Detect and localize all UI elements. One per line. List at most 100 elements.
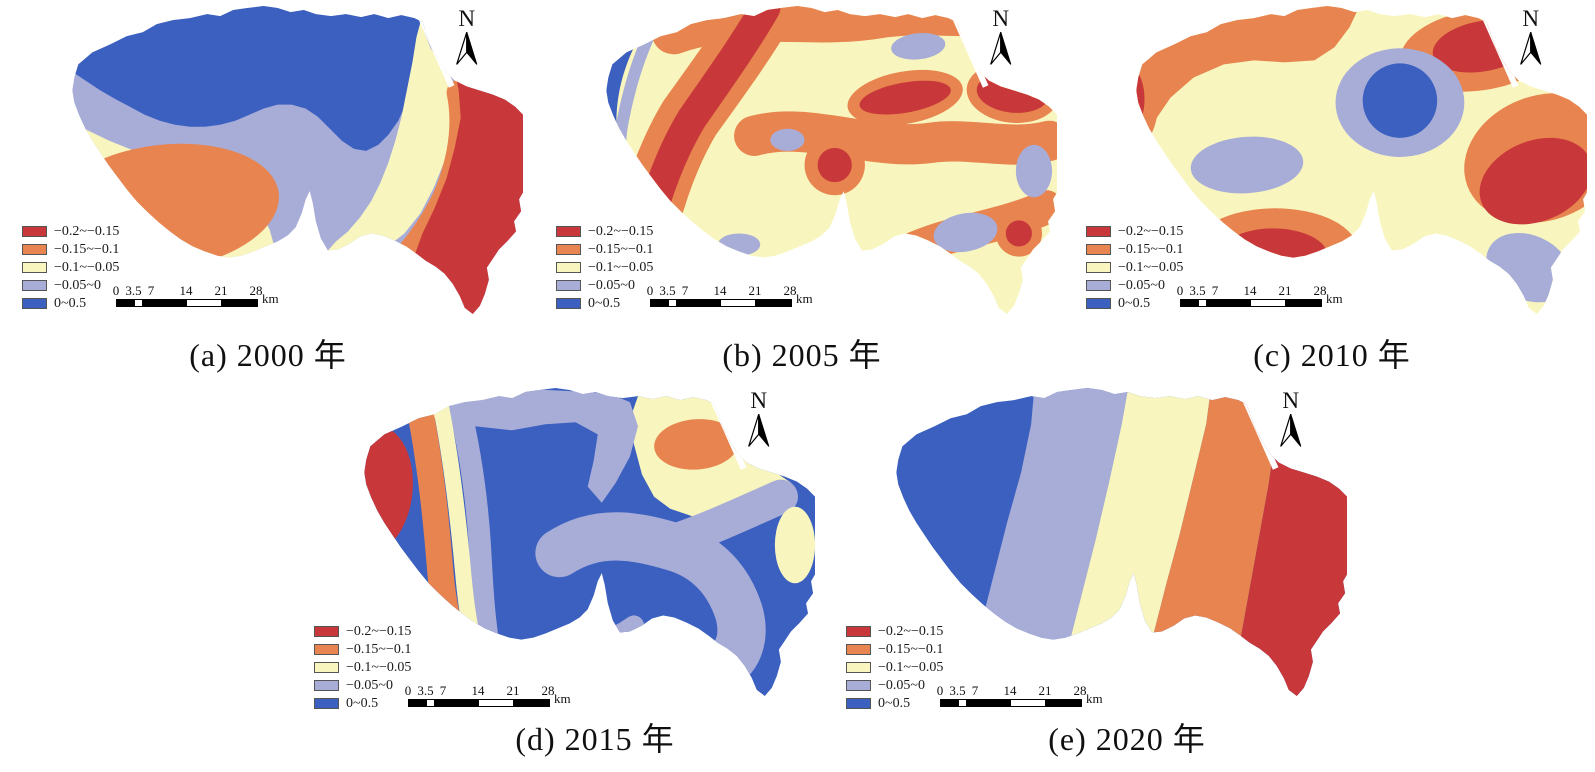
legend-swatch: [22, 280, 47, 291]
legend-label: −0.1~−0.05: [1118, 259, 1184, 275]
contour-zone: [859, 80, 951, 115]
scale-segment: [677, 300, 686, 306]
legend-row: −0.1~−0.05: [556, 259, 654, 275]
map-panel-c: N −0.2~−0.15 −0.15~−0.1 −0.1~−0.05 −0.05~0 0…: [1072, 2, 1592, 390]
scale-segment: [1207, 300, 1216, 306]
scale-tick: 28: [541, 683, 555, 698]
contour-zone: [1362, 63, 1438, 138]
legend-swatch: [556, 262, 581, 273]
legend-row: 0~0.5: [556, 296, 653, 310]
scale-tick: 7: [681, 283, 689, 298]
scale-tick-labels: 0 3.5 7 14 21 28: [112, 283, 306, 298]
legend-label: −0.1~−0.05: [878, 659, 944, 675]
legend-swatch: [556, 244, 581, 255]
contour-zone: [72, 6, 429, 151]
contour-zone: [770, 128, 805, 151]
contour-zone: [933, 212, 998, 253]
legend-swatch: [556, 280, 581, 291]
legend-label: −0.1~−0.05: [54, 259, 120, 275]
contour-zone: [1005, 220, 1032, 247]
legend-label: 0~0.5: [54, 295, 87, 311]
scale-bar-line: [1180, 299, 1322, 307]
contour-zone: [364, 425, 413, 554]
contour-zone: [1218, 228, 1328, 283]
legend-row: −0.05~0: [556, 278, 653, 292]
contour-zone: [456, 389, 638, 503]
scale-segment: [967, 700, 976, 706]
legend-swatch: [314, 698, 339, 709]
legend-row: −0.2~−0.15: [314, 624, 411, 638]
legend-label: −0.1~−0.05: [588, 259, 654, 275]
scale-segment: [1011, 700, 1046, 706]
map-panel-b: N −0.2~−0.15 −0.15~−0.1 −0.1~−0.05 −0.05~0 0…: [542, 2, 1062, 390]
scale-segment: [941, 700, 959, 706]
scale-segment: [426, 700, 436, 706]
legend-swatch: [22, 226, 47, 237]
map-canvas: N: [72, 6, 523, 314]
scale-segment: [958, 700, 968, 706]
legend-row: −0.05~0: [846, 677, 943, 693]
contour-zone: [327, 22, 457, 260]
legend-swatch: [22, 262, 47, 273]
legend-swatch: [1086, 280, 1111, 291]
legend-label: −0.05~0: [878, 677, 925, 693]
north-arrow-icon: N: [1520, 6, 1542, 65]
map-legend: −0.2~−0.15 −0.15~−0.1 −0.1~−0.05 −0.05~0 0~0…: [314, 624, 412, 711]
scale-tick: 28: [783, 283, 797, 298]
panel-caption: (e) 2020 年: [1048, 721, 1206, 757]
scale-tick: 3.5: [417, 683, 434, 698]
scale-bar-line: [408, 699, 550, 707]
legend-label: −0.05~0: [1118, 277, 1165, 293]
scale-segment: [479, 700, 514, 706]
scale-bar: 0 3.5 7 14 21 28 km: [1177, 283, 1370, 307]
scale-unit-label: km: [262, 291, 279, 306]
legend-label: −0.15~−0.1: [1118, 241, 1184, 257]
legend-swatch: [846, 698, 871, 709]
scale-tick: 7: [147, 283, 155, 298]
scale-tick: 3.5: [125, 283, 142, 298]
panel-caption: (d) 2015 年: [515, 721, 675, 757]
scale-tick-labels: 0 3.5 7 14 21 28: [1177, 283, 1370, 298]
legend-swatch: [556, 298, 581, 309]
scale-segment: [409, 700, 427, 706]
scale-segment: [1046, 700, 1081, 706]
map-panel-a: N −0.2~−0.15 −0.15~−0.1 −0.1~−0.05 −0.05~0 0…: [8, 2, 528, 390]
scale-tick: 14: [471, 683, 485, 698]
scale-segment: [1181, 300, 1199, 306]
scale-tick: 7: [971, 683, 979, 698]
scale-tick: 0: [112, 283, 120, 298]
map-legend: −0.2~−0.15 −0.15~−0.1 −0.1~−0.05 −0.05~0 0~0…: [1086, 224, 1184, 310]
north-arrow-icon: N: [748, 388, 770, 447]
legend-label: −0.15~−0.1: [54, 241, 120, 257]
north-label: N: [1282, 388, 1299, 414]
scale-segment: [152, 300, 187, 306]
contour-zone: [1190, 136, 1304, 194]
legend-row: −0.15~−0.1: [22, 241, 120, 257]
scale-tick: 14: [713, 283, 727, 298]
scale-segment: [143, 300, 152, 306]
legend-swatch: [314, 644, 339, 655]
panel-caption: (c) 2010 年: [1253, 337, 1411, 373]
legend-row: −0.1~−0.05: [22, 259, 120, 275]
legend-label: 0~0.5: [346, 695, 379, 711]
north-arrow-icon: N: [990, 6, 1012, 65]
legend-row: 0~0.5: [846, 696, 943, 710]
panel-caption: (b) 2005 年: [722, 337, 882, 373]
scale-tick-labels: 0 3.5 7 14 21 28: [404, 683, 598, 698]
legend-row: −0.2~−0.15: [556, 224, 653, 238]
north-label: N: [1522, 6, 1539, 32]
north-arrow-icon: N: [1280, 388, 1302, 447]
legend-swatch: [846, 644, 871, 655]
legend-swatch: [1086, 226, 1111, 237]
legend-row: −0.05~0: [1086, 277, 1183, 293]
legend-swatch: [1086, 262, 1111, 273]
map-panel-e: N −0.2~−0.15 −0.15~−0.1 −0.1~−0.05 −0.05~0 0…: [832, 384, 1352, 772]
scale-tick: 21: [1278, 283, 1292, 298]
scale-tick: 0: [404, 683, 412, 698]
scale-segment: [1286, 300, 1321, 306]
contour-zone: [891, 32, 946, 60]
scale-tick: 14: [1243, 283, 1257, 298]
north-label: N: [992, 6, 1009, 32]
legend-row: 0~0.5: [314, 695, 411, 711]
legend-label: −0.15~−0.1: [346, 641, 412, 657]
